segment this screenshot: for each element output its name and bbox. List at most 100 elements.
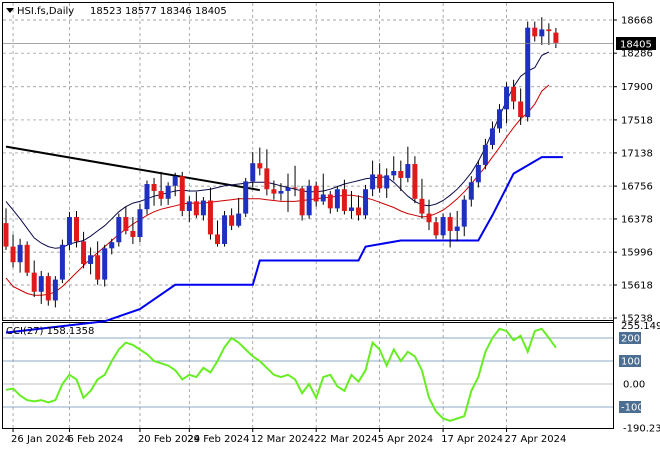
- candle[interactable]: [200, 197, 206, 221]
- candle[interactable]: [123, 206, 129, 235]
- candle[interactable]: [440, 213, 446, 239]
- candle[interactable]: [165, 182, 171, 205]
- candle[interactable]: [172, 172, 178, 197]
- candle[interactable]: [74, 210, 79, 248]
- candle[interactable]: [525, 21, 531, 122]
- time-tick-label: 22 Mar 2024: [314, 434, 377, 445]
- candle[interactable]: [207, 187, 213, 240]
- candle[interactable]: [504, 82, 510, 124]
- time-tick-label: 12 Mar 2024: [251, 434, 314, 445]
- candle[interactable]: [532, 21, 538, 42]
- candle[interactable]: [433, 217, 439, 239]
- candle[interactable]: [158, 171, 164, 206]
- slow-ma-line[interactable]: [5, 84, 550, 296]
- candle[interactable]: [66, 211, 72, 251]
- candle-body: [3, 223, 9, 247]
- candle[interactable]: [179, 171, 185, 217]
- candle[interactable]: [95, 241, 101, 285]
- time-tick-label: 6 Feb 2024: [67, 434, 123, 445]
- candle[interactable]: [222, 210, 228, 247]
- candle-body: [222, 215, 228, 244]
- candle[interactable]: [320, 173, 326, 205]
- candle[interactable]: [419, 178, 425, 219]
- candle[interactable]: [257, 147, 263, 176]
- candle[interactable]: [229, 208, 235, 231]
- candle[interactable]: [137, 204, 143, 243]
- candle[interactable]: [539, 17, 545, 46]
- candle[interactable]: [88, 247, 94, 275]
- stop-line[interactable]: [5, 156, 563, 334]
- candle[interactable]: [193, 191, 199, 218]
- candle[interactable]: [38, 270, 44, 304]
- candle[interactable]: [398, 160, 404, 191]
- candle[interactable]: [327, 190, 333, 214]
- candle[interactable]: [553, 27, 559, 48]
- price-tick-label: 17518: [621, 115, 653, 126]
- candle[interactable]: [454, 210, 460, 242]
- candle[interactable]: [497, 104, 502, 133]
- candle[interactable]: [489, 121, 495, 150]
- candle[interactable]: [412, 156, 418, 204]
- candle[interactable]: [405, 146, 411, 183]
- price-tick-label: 15996: [621, 248, 653, 259]
- candle[interactable]: [306, 179, 312, 219]
- candle[interactable]: [52, 276, 58, 308]
- candle[interactable]: [10, 234, 16, 268]
- candle[interactable]: [81, 231, 87, 269]
- candle[interactable]: [186, 196, 192, 223]
- candle[interactable]: [250, 151, 256, 188]
- candle[interactable]: [17, 238, 23, 273]
- candle[interactable]: [313, 181, 319, 207]
- candle[interactable]: [151, 177, 157, 206]
- candle[interactable]: [116, 213, 122, 247]
- candle[interactable]: [278, 183, 284, 201]
- candle[interactable]: [356, 195, 361, 221]
- candle[interactable]: [348, 190, 354, 219]
- candle[interactable]: [377, 163, 383, 193]
- candle[interactable]: [243, 177, 249, 218]
- candle[interactable]: [292, 165, 298, 197]
- candle[interactable]: [461, 195, 467, 237]
- candle[interactable]: [426, 199, 432, 231]
- trendline[interactable]: [5, 145, 260, 192]
- candle[interactable]: [384, 168, 390, 198]
- cci-tick-label: 200: [621, 334, 640, 345]
- candle[interactable]: [109, 238, 115, 255]
- fast-ma-line[interactable]: [5, 51, 550, 249]
- candle[interactable]: [475, 160, 481, 188]
- candle[interactable]: [31, 260, 37, 297]
- candle[interactable]: [215, 220, 220, 247]
- candle[interactable]: [285, 173, 291, 212]
- current-price-tag: 18405: [620, 40, 652, 51]
- candle[interactable]: [482, 138, 488, 170]
- candle[interactable]: [546, 23, 552, 46]
- price-axis-labels: 18668 18286 17900 17518 17138 16756 16378 15996…: [613, 16, 653, 325]
- candle[interactable]: [102, 244, 108, 287]
- candle[interactable]: [299, 185, 305, 221]
- candle[interactable]: [468, 176, 474, 207]
- candle-body: [200, 200, 206, 216]
- candle[interactable]: [370, 160, 376, 197]
- candle[interactable]: [130, 217, 136, 244]
- candle-body: [412, 164, 418, 199]
- candle[interactable]: [391, 156, 397, 181]
- candle[interactable]: [24, 241, 30, 277]
- candle[interactable]: [264, 149, 270, 196]
- candle-body: [236, 213, 242, 226]
- candle[interactable]: [341, 179, 347, 215]
- candle[interactable]: [271, 180, 277, 200]
- candle[interactable]: [334, 185, 340, 212]
- candle[interactable]: [363, 184, 369, 219]
- candle[interactable]: [59, 239, 65, 284]
- dropdown-triangle-icon[interactable]: [6, 8, 14, 13]
- candle[interactable]: [3, 208, 9, 251]
- candle[interactable]: [511, 79, 517, 110]
- candle[interactable]: [144, 180, 150, 215]
- candle[interactable]: [447, 212, 453, 248]
- candle[interactable]: [45, 272, 51, 306]
- candles-layer: [3, 17, 559, 308]
- candle[interactable]: [518, 88, 524, 125]
- candle[interactable]: [236, 197, 242, 228]
- cci-line[interactable]: [5, 327, 557, 422]
